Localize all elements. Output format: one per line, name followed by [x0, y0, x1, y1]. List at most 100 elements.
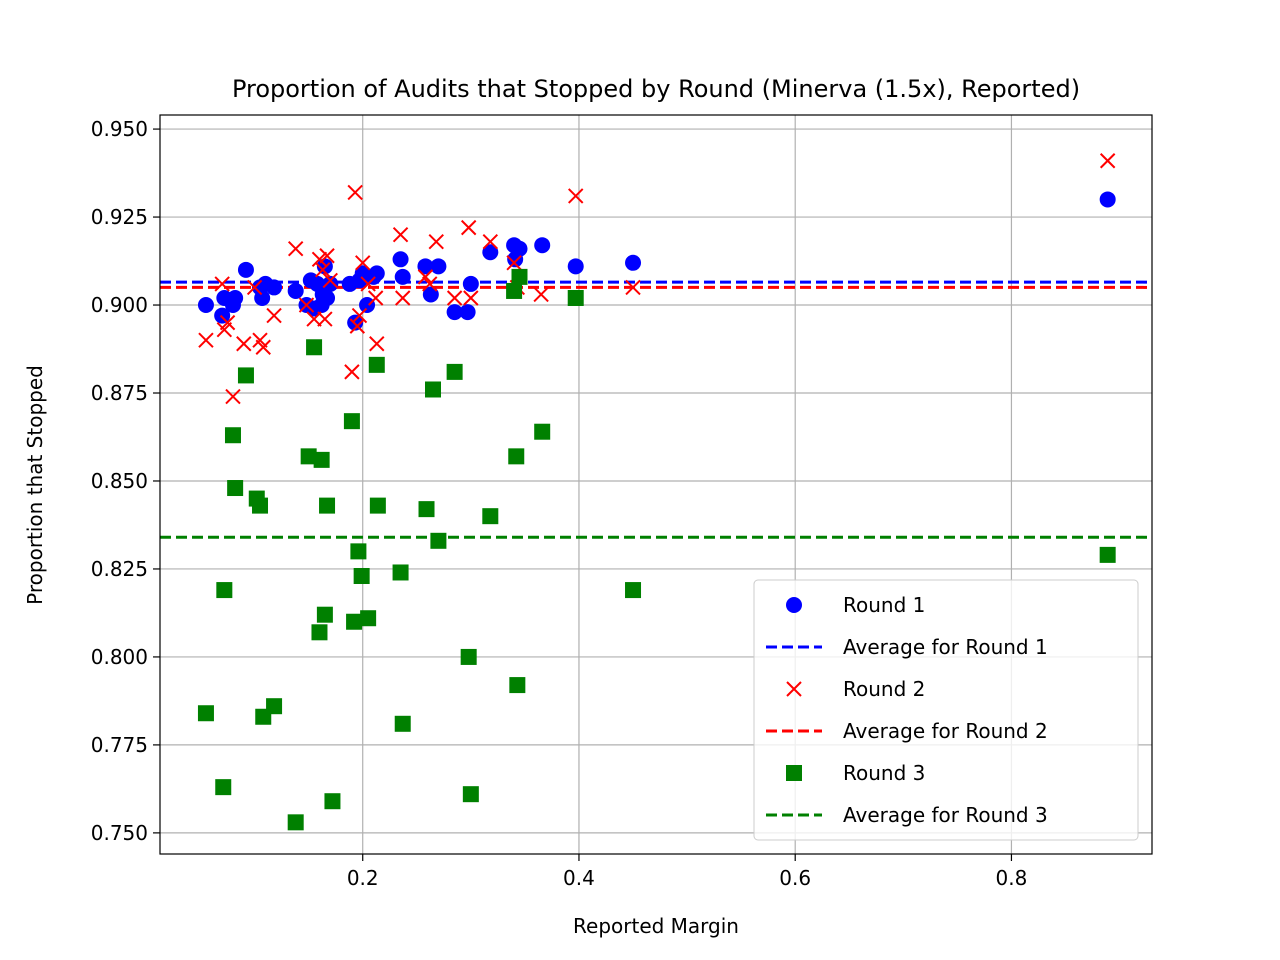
legend-item: Average for Round 2	[766, 719, 1048, 743]
round-2-point	[533, 286, 549, 303]
round-1-point	[511, 240, 528, 257]
round-3-point	[224, 427, 241, 444]
round-1-point	[368, 265, 385, 282]
chart-title: Proportion of Audits that Stopped by Rou…	[232, 75, 1080, 103]
round-1-point	[422, 286, 439, 303]
round-3-point	[313, 451, 330, 468]
round-1-point	[625, 254, 642, 271]
y-tick-label: 0.750	[91, 821, 148, 845]
legend-swatch	[786, 681, 802, 697]
round-1-series	[197, 191, 1116, 331]
round-3-point	[350, 543, 367, 560]
legend-label: Round 1	[843, 593, 925, 617]
round-3-point	[300, 448, 317, 465]
round-1-point	[394, 268, 411, 285]
legend-swatch	[786, 597, 802, 613]
round-3-point	[197, 705, 214, 722]
round-2-point	[355, 255, 371, 271]
round-3-point	[343, 413, 360, 430]
round-1-point	[430, 258, 447, 275]
round-2-point	[369, 336, 385, 352]
legend-swatch	[786, 765, 802, 781]
plot-frame	[159, 114, 1153, 855]
round-2-point	[198, 332, 214, 348]
round-3-point	[316, 606, 333, 623]
round-3-point	[430, 532, 447, 549]
legend-item: Round 3	[786, 761, 925, 785]
legend-box	[753, 579, 1139, 841]
legend-item: Average for Round 1	[766, 635, 1048, 659]
round-3-point	[392, 564, 409, 581]
x-tick-label: 0.8	[996, 866, 1028, 890]
round-2-point	[214, 276, 230, 292]
round-1-point	[459, 304, 476, 321]
round-3-point	[425, 381, 442, 398]
round-3-point	[216, 582, 233, 599]
round-3-point	[511, 268, 528, 285]
round-1-point	[1099, 191, 1116, 208]
round-3-point	[482, 508, 499, 525]
round-2-point	[246, 279, 263, 296]
round-2-point	[568, 188, 584, 204]
round-2-point	[392, 226, 409, 243]
round-2-point	[306, 311, 322, 327]
round-1-point	[322, 275, 339, 292]
round-3-point	[306, 339, 323, 356]
y-tick-label: 0.950	[91, 117, 148, 141]
round-3-series	[197, 268, 1116, 831]
round-3-point	[311, 624, 328, 641]
round-3-point	[462, 786, 479, 803]
legend-item: Round 2	[786, 677, 925, 701]
round-2-point	[255, 339, 271, 355]
round-3-point	[215, 779, 232, 796]
round-3-point	[508, 448, 525, 465]
legend-label: Round 2	[843, 677, 925, 701]
round-2-point	[446, 290, 463, 306]
round-2-point	[1099, 153, 1116, 169]
round-2-point	[317, 311, 333, 327]
legend-label: Round 3	[843, 761, 925, 785]
round-3-point	[509, 677, 526, 694]
round-1-point	[254, 289, 271, 306]
round-1-point	[462, 275, 479, 292]
round-1-point	[446, 304, 463, 321]
round-2-point	[395, 290, 411, 306]
round-2-point	[460, 219, 477, 236]
round-1-point	[237, 261, 254, 278]
legend-item: Average for Round 3	[766, 803, 1048, 827]
round-1-point	[214, 307, 231, 324]
round-2-point	[219, 314, 236, 331]
round-2-point	[266, 307, 282, 324]
y-tick-label: 0.800	[91, 645, 148, 669]
round-1-point	[359, 297, 376, 314]
round-1-point	[534, 237, 551, 254]
x-axis-ticks: 0.2 0.4 0.6 0.8	[347, 854, 1028, 890]
y-tick-label: 0.925	[91, 205, 148, 229]
round-2-point	[367, 290, 384, 306]
round-3-point	[319, 497, 336, 514]
y-tick-label: 0.900	[91, 293, 148, 317]
round-1-point	[287, 282, 304, 299]
round-2-series	[198, 153, 1116, 405]
round-3-point	[237, 367, 254, 384]
round-3-point	[252, 497, 269, 514]
round-2-point	[322, 272, 338, 289]
round-2-point	[417, 269, 434, 285]
round-3-point	[346, 613, 363, 630]
round-3-point	[227, 480, 244, 497]
round-2-point	[225, 388, 241, 405]
round-3-point	[1099, 546, 1116, 563]
round-2-point	[360, 276, 376, 292]
round-1-point	[266, 279, 283, 296]
round-3-point	[360, 610, 377, 627]
round-2-point	[506, 255, 522, 271]
round-2-point	[463, 290, 479, 306]
round-2-point	[422, 276, 438, 292]
round-2-point	[347, 184, 363, 201]
round-3-point	[446, 363, 463, 380]
round-2-point	[315, 262, 331, 278]
round-3-point	[534, 423, 551, 440]
round-3-point	[324, 793, 341, 810]
round-3-point	[369, 497, 386, 514]
